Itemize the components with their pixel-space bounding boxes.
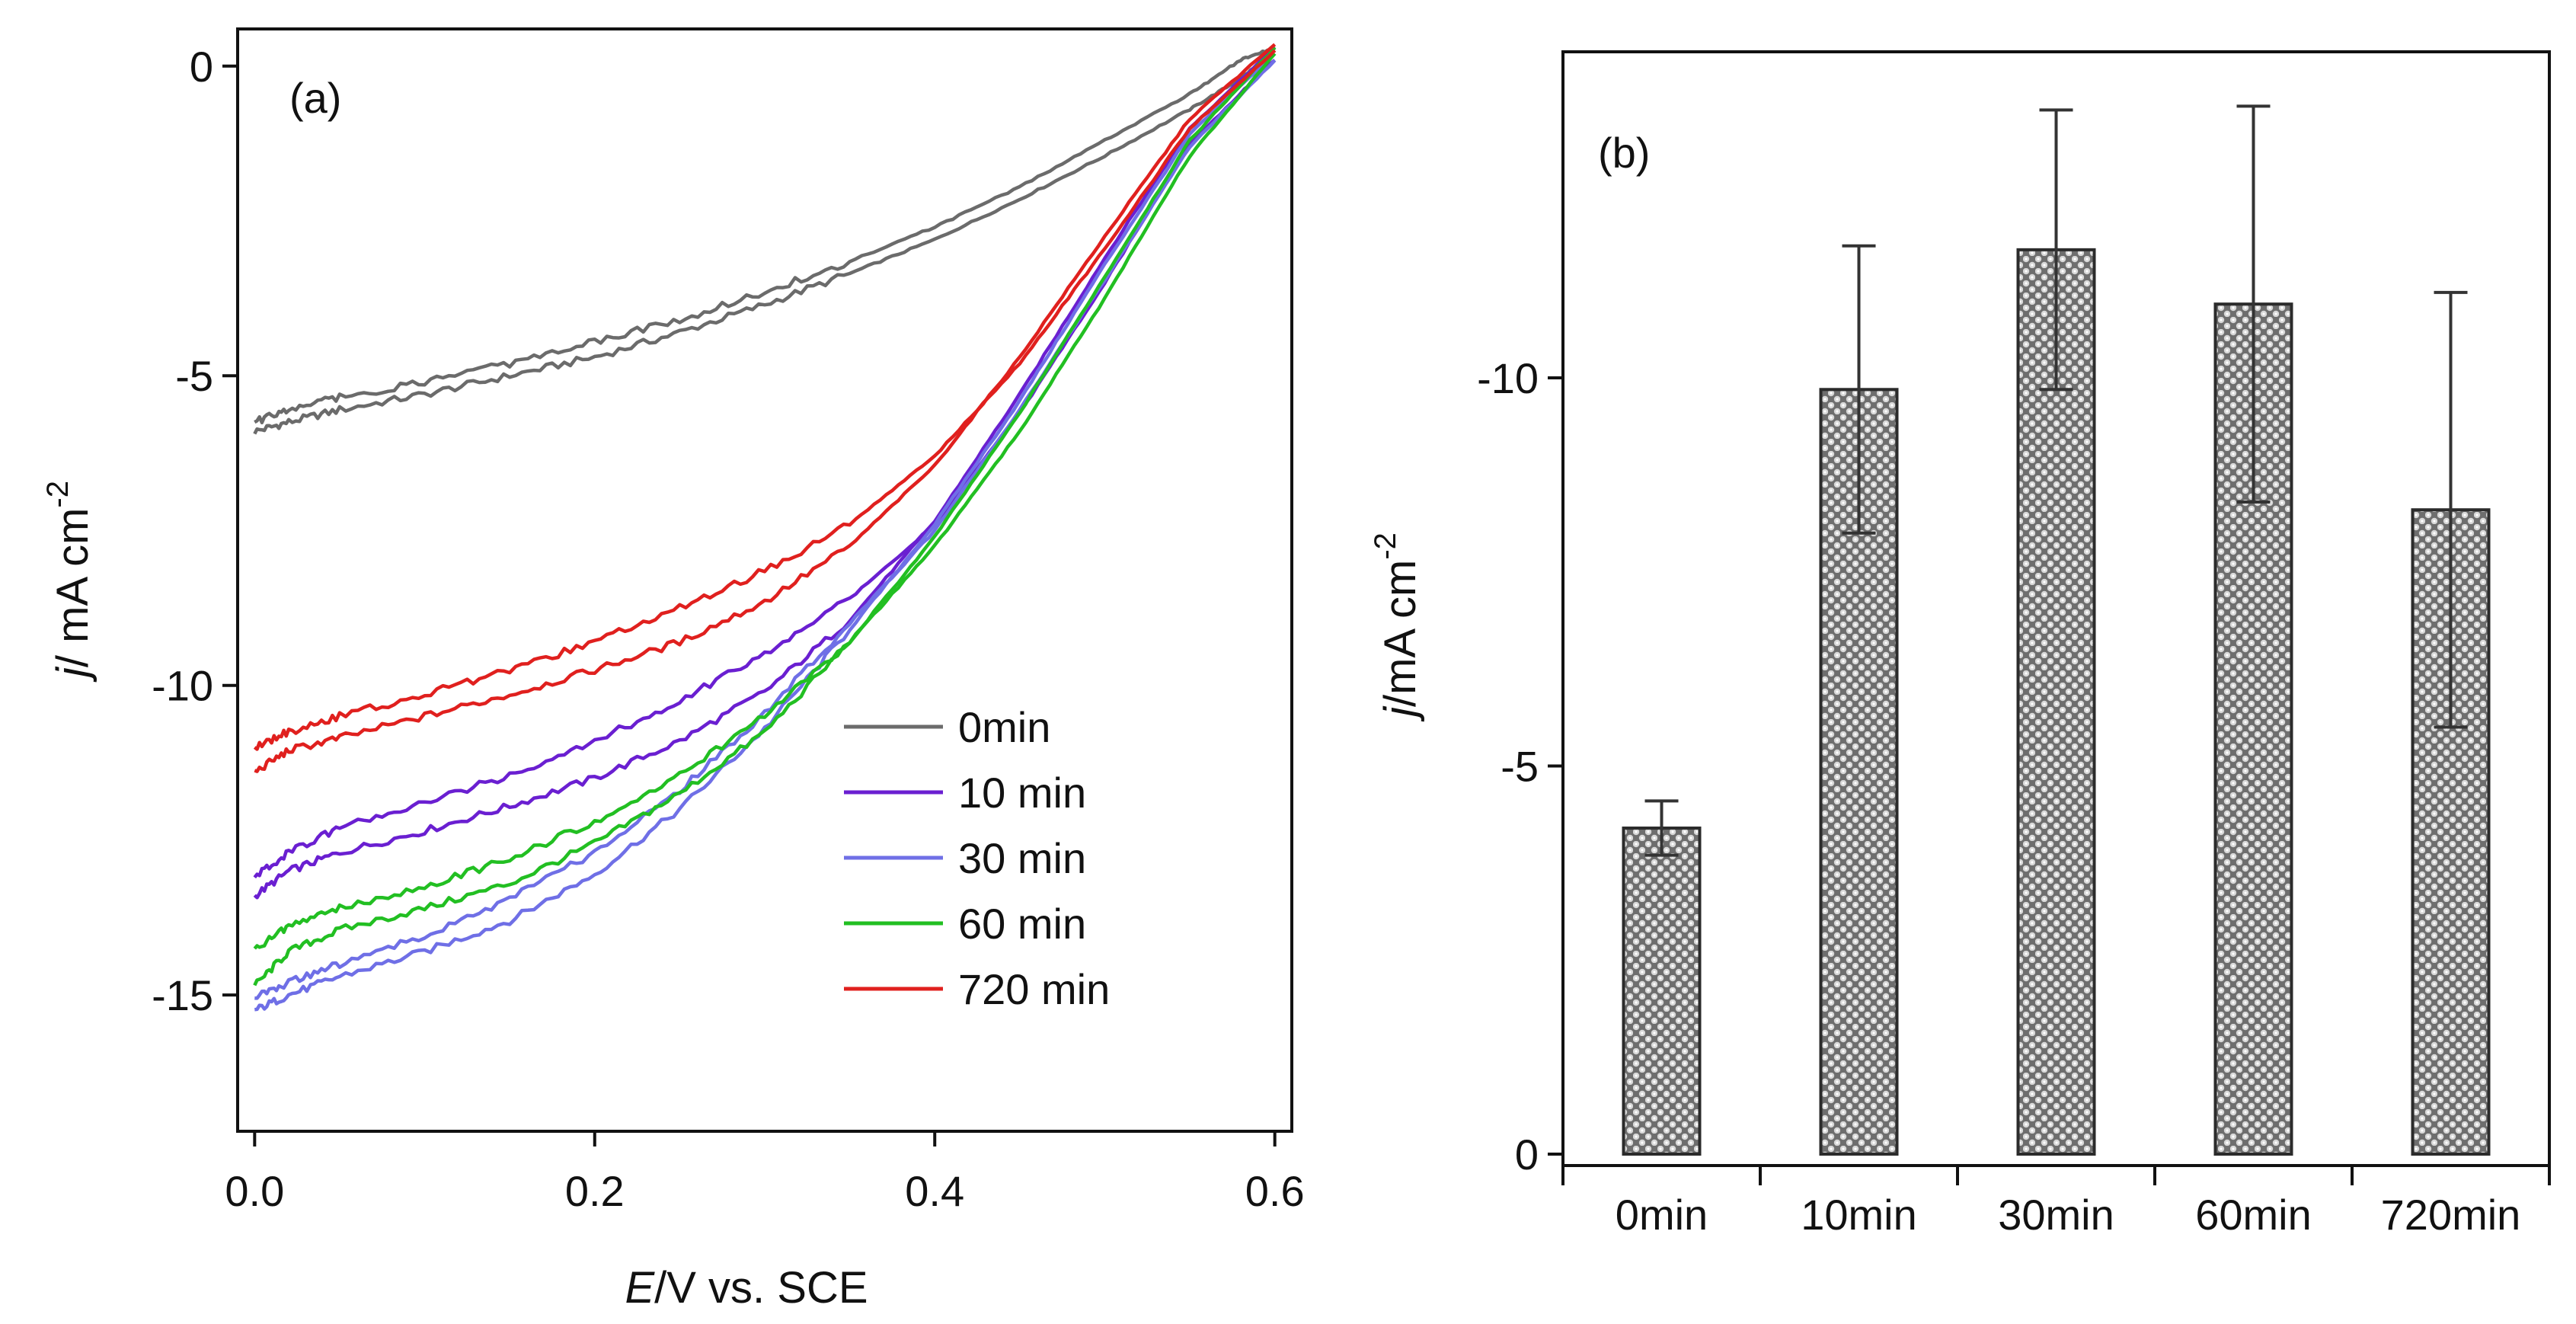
panel-a-x-axis-title-symbol: E — [625, 1263, 655, 1313]
curve-60min-reverse — [253, 52, 1277, 950]
panel-b-x-tick-label: 60min — [2195, 1191, 2312, 1239]
panel-a-x-tick-label: 0.6 — [1245, 1167, 1305, 1215]
bar-30min — [2016, 248, 2096, 1156]
curve-0min-reverse — [254, 45, 1276, 425]
curve-30min-forward — [254, 52, 1277, 1012]
panel-a-x-axis-title-unit: /V vs. SCE — [654, 1263, 868, 1313]
panel-b-y-axis-title-symbol: j — [1376, 705, 1425, 722]
panel-a-x-tick-label: 0.4 — [905, 1167, 964, 1215]
panel-a-x-tick-label: 0.0 — [225, 1167, 284, 1215]
curve-30min-reverse — [254, 59, 1277, 1000]
panel-b-bars — [1622, 104, 2491, 1156]
panel-a-chart: 0 -5 -10 -15 0.0 0.2 0.4 0.6 (a) E/V vs. SCE j… — [41, 27, 1305, 1313]
panel-a-x-tick-label: 0.2 — [565, 1167, 625, 1215]
panel-b-x-axis: 0min 10min 30min 60min 720min — [1561, 1166, 2551, 1239]
legend-label-30min: 30 min — [958, 834, 1086, 882]
panel-b-plot-frame — [1561, 50, 2551, 1167]
curve-10min-reverse — [253, 59, 1277, 879]
legend-label-0min: 0min — [958, 703, 1050, 751]
panel-b-y-axis-title-exponent: -2 — [1369, 532, 1402, 560]
bar-0min — [1622, 827, 1702, 1156]
panel-b-label: (b) — [1598, 129, 1650, 177]
panel-a-y-tick-label: 0 — [190, 43, 213, 91]
curve-10min-forward — [253, 46, 1277, 900]
panel-b-x-tick-label: 10min — [1801, 1191, 1917, 1239]
curve-60min-forward — [253, 46, 1277, 987]
panel-a-plot-frame — [236, 27, 1293, 1133]
panel-b-y-axis-title-unit: /mA cm — [1376, 560, 1425, 707]
panel-a-x-axis-ticks: 0.0 0.2 0.4 0.6 — [225, 1131, 1305, 1215]
panel-a-y-axis-title: j/ mA cm-2 — [41, 481, 97, 683]
panel-b-chart: 0 -5 -10 0min 10min 30min 60min 720min (b) j/m… — [1369, 50, 2551, 1239]
legend-label-720min: 720 min — [958, 965, 1110, 1013]
curve-720min-forward — [254, 43, 1277, 773]
curve-0min-forward — [253, 49, 1276, 435]
panel-a-y-axis-title-exponent: -2 — [41, 481, 75, 508]
panel-a-label: (a) — [289, 74, 341, 122]
panel-a-y-tick-label: -5 — [175, 352, 213, 400]
panel-b-y-tick-label: -10 — [1477, 354, 1539, 402]
panel-a-y-axis-title-unit: / mA cm — [48, 508, 97, 667]
legend-label-60min: 60 min — [958, 900, 1086, 948]
legend-label-10min: 10 min — [958, 769, 1086, 817]
panel-b-x-tick-label: 30min — [1998, 1191, 2114, 1239]
panel-a-curves — [253, 43, 1277, 1012]
panel-a-legend: 0min 10 min 30 min 60 min 720 min — [844, 703, 1110, 1013]
panel-b-x-tick-label: 720min — [2381, 1191, 2521, 1239]
curve-720min-reverse — [253, 49, 1277, 751]
panel-b-y-tick-label: -5 — [1501, 742, 1539, 790]
panel-b-y-axis-title: j/mA cm-2 — [1369, 532, 1425, 722]
panel-a-x-axis-title: E/V vs. SCE — [625, 1263, 868, 1313]
panel-a-y-axis-ticks: 0 -5 -10 -15 — [152, 43, 238, 1019]
panel-b-y-axis-ticks: 0 -5 -10 — [1477, 354, 1563, 1178]
panel-a-y-axis-title-symbol: j — [48, 666, 97, 683]
panel-a-y-tick-label: -10 — [152, 662, 213, 710]
panel-b-y-tick-label: 0 — [1515, 1131, 1539, 1178]
panel-b-x-tick-label: 0min — [1616, 1191, 1708, 1239]
panel-a-y-tick-label: -15 — [152, 971, 213, 1019]
